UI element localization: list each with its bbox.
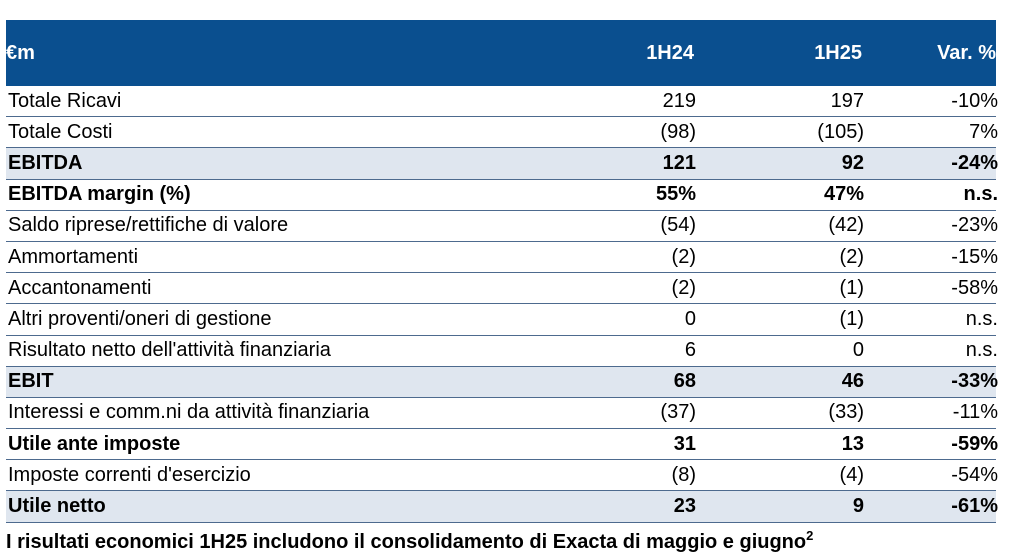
row-label: Utile ante imposte: [8, 432, 181, 455]
row-label: Utile netto: [8, 495, 106, 518]
row-variation: -15%: [951, 245, 998, 268]
row-value-1h24: (2): [671, 276, 696, 299]
header-col-var: Var. %: [937, 41, 996, 64]
row-label: EBIT: [8, 370, 54, 393]
row-value-1h25: (1): [839, 307, 864, 330]
row-label: Saldo riprese/rettifiche di valore: [8, 214, 289, 237]
row-label: Risultato netto dell'attività finanziari…: [8, 339, 331, 362]
row-value-1h25: 0: [852, 339, 864, 362]
row-label: Interessi e comm.ni da attività finanzia…: [8, 401, 370, 424]
row-value-1h24: (98): [660, 120, 696, 143]
table-row: EBITDA margin (%) 55% 47% n.s.: [6, 180, 998, 211]
footnote-ref: 2: [806, 528, 814, 543]
row-label: Totale Ricavi: [8, 89, 122, 112]
row-label: Imposte correnti d'esercizio: [8, 463, 251, 486]
footnote: I risultati economici 1H25 includono il …: [6, 528, 813, 554]
row-variation: n.s.: [965, 339, 998, 362]
table-row: Totale Ricavi 219 197 -10%: [6, 86, 998, 118]
table-row: EBIT 68 46 -33%: [6, 366, 998, 398]
table-row: Utile netto 23 9 -61%: [6, 491, 998, 523]
table-row: Altri proventi/oneri di gestione 0 (1) n.s.: [6, 304, 998, 336]
row-variation: -58%: [951, 276, 998, 299]
row-label: Totale Costi: [8, 120, 113, 143]
footnote-text: I risultati economici 1H25 includono il …: [6, 531, 807, 553]
row-value-1h25: (1): [839, 276, 864, 299]
row-value-1h25: 13: [841, 432, 864, 455]
row-value-1h24: 121: [662, 151, 696, 174]
row-value-1h25: 92: [841, 151, 864, 174]
row-value-1h25: 47%: [823, 183, 864, 206]
row-value-1h25: (2): [839, 245, 864, 268]
row-variation: n.s.: [965, 307, 998, 330]
row-value-1h24: 6: [684, 339, 696, 362]
row-label: Altri proventi/oneri di gestione: [8, 307, 272, 330]
row-variation: -33%: [951, 370, 998, 393]
table-row: Saldo riprese/rettifiche di valore (54) (4…: [6, 211, 998, 242]
row-label: EBITDA: [8, 151, 83, 174]
row-variation: -11%: [952, 401, 998, 424]
table-row: Risultato netto dell'attività finanziari…: [6, 336, 998, 367]
row-value-1h24: (2): [671, 245, 696, 268]
row-value-1h25: (42): [828, 214, 864, 237]
row-variation: 7%: [969, 120, 998, 143]
row-value-1h24: (37): [660, 401, 696, 424]
header-unit: €m: [6, 41, 35, 64]
table-row: Utile ante imposte 31 13 -59%: [6, 429, 998, 461]
row-value-1h24: 23: [673, 495, 696, 518]
row-value-1h24: 219: [662, 89, 696, 112]
row-value-1h24: (8): [671, 463, 696, 486]
row-value-1h24: 55%: [655, 183, 696, 206]
row-variation: -24%: [951, 151, 998, 174]
row-label: Ammortamenti: [8, 245, 139, 268]
table-row: EBITDA 121 92 -24%: [6, 148, 998, 180]
row-value-1h25: (33): [828, 401, 864, 424]
income-statement-table: €m 1H24 1H25 Var. % Totale Ricavi 219 197 -…: [6, 20, 998, 523]
row-variation: n.s.: [963, 183, 998, 206]
row-value-1h24: 68: [673, 370, 696, 393]
table-row: Interessi e comm.ni da attività finanzia…: [6, 398, 998, 430]
row-value-1h25: 46: [841, 370, 864, 393]
table-row: Accantonamenti (2) (1) -58%: [6, 273, 998, 305]
table-row: Totale Costi (98) (105) 7%: [6, 117, 998, 149]
table-row: Imposte correnti d'esercizio (8) (4) -54%: [6, 460, 998, 492]
table-header: €m 1H24 1H25 Var. %: [6, 20, 996, 86]
row-variation: -23%: [951, 214, 998, 237]
row-variation: -61%: [951, 495, 998, 518]
row-variation: -10%: [951, 89, 998, 112]
row-value-1h25: 197: [830, 89, 864, 112]
row-value-1h24: 31: [673, 432, 696, 455]
row-value-1h25: (4): [839, 463, 864, 486]
header-col-1h25: 1H25: [814, 41, 862, 64]
row-value-1h25: (105): [817, 120, 864, 143]
row-variation: -59%: [951, 432, 998, 455]
row-label: Accantonamenti: [8, 276, 152, 299]
row-value-1h24: 0: [684, 307, 696, 330]
row-value-1h24: (54): [660, 214, 696, 237]
table-row: Ammortamenti (2) (2) -15%: [6, 242, 998, 274]
header-col-1h24: 1H24: [646, 41, 694, 64]
table-body: Totale Ricavi 219 197 -10% Totale Costi (98) (…: [6, 86, 998, 523]
row-label: EBITDA margin (%): [8, 183, 191, 206]
row-value-1h25: 9: [852, 495, 864, 518]
row-variation: -54%: [951, 463, 998, 486]
